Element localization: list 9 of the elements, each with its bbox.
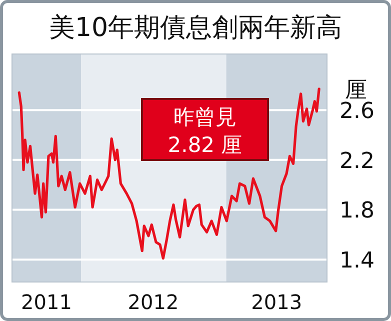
y-tick-label: 1.4 bbox=[340, 248, 374, 274]
x-tick-label: 2013 bbox=[251, 290, 302, 314]
y-tick-label: 2.2 bbox=[340, 148, 374, 174]
annotation: 昨曾見 2.82 厘 bbox=[168, 105, 242, 157]
x-tick-label: 2012 bbox=[128, 290, 179, 314]
x-tick-label: 2011 bbox=[21, 290, 72, 314]
y-tick-label: 1.8 bbox=[340, 198, 374, 224]
line-series bbox=[18, 88, 320, 260]
chart-title: 美10年期債息創兩年新高 bbox=[48, 13, 342, 43]
